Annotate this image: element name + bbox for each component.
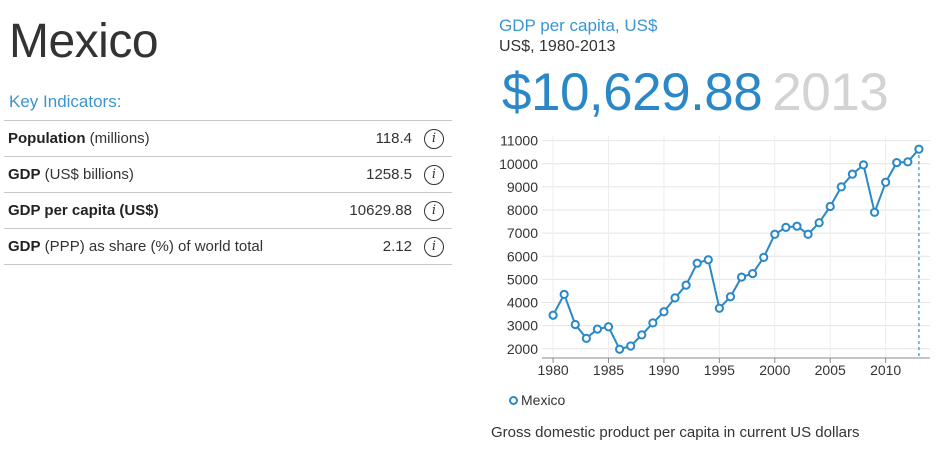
y-tick-label: 11000 bbox=[500, 133, 538, 149]
x-tick-label: 1985 bbox=[593, 362, 624, 378]
data-point[interactable] bbox=[903, 157, 913, 167]
indicator-name: GDP per capita, US$ bbox=[499, 16, 658, 35]
data-point[interactable] bbox=[659, 307, 669, 317]
chart-points bbox=[548, 144, 924, 354]
data-point[interactable] bbox=[803, 229, 813, 239]
indicator-row-population: Population (millions) 118.4 i bbox=[4, 121, 452, 157]
indicator-label: Population (millions) bbox=[8, 130, 150, 147]
indicator-big-value: $10,629.88 2013 bbox=[502, 62, 889, 123]
indicator-label: GDP per capita (US$) bbox=[8, 202, 159, 219]
data-point[interactable] bbox=[836, 182, 846, 192]
data-point[interactable] bbox=[615, 344, 625, 354]
y-tick-label: 3000 bbox=[507, 318, 538, 334]
data-point[interactable] bbox=[648, 318, 658, 328]
data-point[interactable] bbox=[681, 280, 691, 290]
indicator-row-gdp-per-capita[interactable]: GDP per capita (US$) 10629.88 i bbox=[4, 193, 452, 229]
indicator-value: 118.4 bbox=[375, 130, 412, 147]
key-indicators-heading: Key Indicators: bbox=[9, 92, 122, 111]
info-icon[interactable]: i bbox=[424, 236, 444, 257]
y-tick-label: 7000 bbox=[507, 225, 538, 241]
data-point[interactable] bbox=[603, 322, 614, 332]
y-tick-label: 8000 bbox=[507, 202, 538, 218]
data-point[interactable] bbox=[748, 268, 758, 279]
latest-value: $10,629.88 bbox=[502, 63, 763, 122]
x-tick-label: 2005 bbox=[815, 362, 846, 378]
indicator-value: 2.12 bbox=[382, 238, 412, 255]
x-tick-label: 2000 bbox=[759, 362, 790, 378]
data-point[interactable] bbox=[847, 169, 857, 179]
indicator-label: GDP (PPP) as share (%) of world total bbox=[8, 238, 264, 255]
data-point[interactable] bbox=[914, 144, 924, 154]
country-title: Mexico bbox=[9, 15, 159, 68]
data-point[interactable] bbox=[670, 293, 680, 303]
data-point[interactable] bbox=[637, 330, 647, 340]
data-point[interactable] bbox=[881, 177, 891, 187]
chart-grid bbox=[542, 136, 930, 358]
info-icon[interactable]: i bbox=[424, 200, 444, 221]
y-tick-label: 5000 bbox=[507, 271, 538, 287]
data-point[interactable] bbox=[781, 222, 791, 232]
chart-series bbox=[552, 148, 920, 358]
data-point[interactable] bbox=[626, 341, 636, 351]
legend-marker-icon bbox=[509, 395, 518, 405]
data-point[interactable] bbox=[592, 324, 603, 334]
data-point[interactable] bbox=[559, 289, 569, 300]
data-point[interactable] bbox=[814, 218, 824, 228]
indicator-value: 10629.88 bbox=[349, 202, 412, 219]
x-tick-label: 1980 bbox=[538, 362, 569, 378]
data-point[interactable] bbox=[792, 221, 802, 231]
info-icon[interactable]: i bbox=[424, 128, 444, 149]
data-point[interactable] bbox=[858, 160, 869, 170]
x-tick-label: 2010 bbox=[870, 362, 901, 378]
chart-axes: 2000 3000 4000 5000 6000 7000 8000 9000 10000 110… bbox=[499, 133, 930, 378]
data-point[interactable] bbox=[570, 319, 580, 330]
data-point[interactable] bbox=[736, 272, 747, 282]
chart-legend[interactable]: Mexico bbox=[509, 392, 565, 408]
data-point[interactable] bbox=[714, 303, 724, 313]
indicator-subtitle: US$, 1980-2013 bbox=[499, 38, 616, 55]
series-line-mexico bbox=[552, 148, 920, 351]
indicator-value: 1258.5 bbox=[366, 166, 412, 183]
chart-caption: Gross domestic product per capita in cur… bbox=[491, 424, 860, 441]
info-icon[interactable]: i bbox=[424, 164, 444, 185]
indicators-table: Population (millions) 118.4 i GDP (US$ b… bbox=[4, 120, 452, 265]
plot-area bbox=[542, 136, 930, 358]
data-point[interactable] bbox=[825, 201, 835, 212]
data-point[interactable] bbox=[770, 229, 780, 239]
y-tick-label: 9000 bbox=[507, 179, 538, 195]
data-point[interactable] bbox=[581, 333, 591, 343]
y-tick-label: 6000 bbox=[507, 248, 538, 264]
data-point[interactable] bbox=[869, 207, 880, 217]
data-point[interactable] bbox=[548, 310, 558, 320]
latest-year: 2013 bbox=[772, 63, 889, 122]
indicator-row-gdp-ppp-share: GDP (PPP) as share (%) of world total 2.… bbox=[4, 229, 452, 265]
y-tick-label: 2000 bbox=[507, 341, 538, 357]
legend-label: Mexico bbox=[521, 392, 566, 408]
data-point[interactable] bbox=[725, 292, 736, 302]
data-point[interactable] bbox=[892, 157, 902, 168]
indicator-row-gdp: GDP (US$ billions) 1258.5 i bbox=[4, 157, 452, 193]
y-tick-label: 10000 bbox=[499, 156, 538, 172]
gdp-line-chart[interactable]: 2000 3000 4000 5000 6000 7000 8000 9000 10000 110… bbox=[490, 0, 950, 453]
indicator-label: GDP (US$ billions) bbox=[8, 166, 134, 183]
data-point[interactable] bbox=[692, 258, 702, 268]
data-point[interactable] bbox=[703, 255, 713, 265]
y-tick-label: 4000 bbox=[507, 295, 538, 311]
data-point[interactable] bbox=[759, 252, 769, 263]
chart-panel: GDP per capita, US$ US$, 1980-2013 $10,6… bbox=[490, 0, 950, 453]
x-tick-label: 1990 bbox=[648, 362, 679, 378]
x-tick-label: 1995 bbox=[704, 362, 735, 378]
